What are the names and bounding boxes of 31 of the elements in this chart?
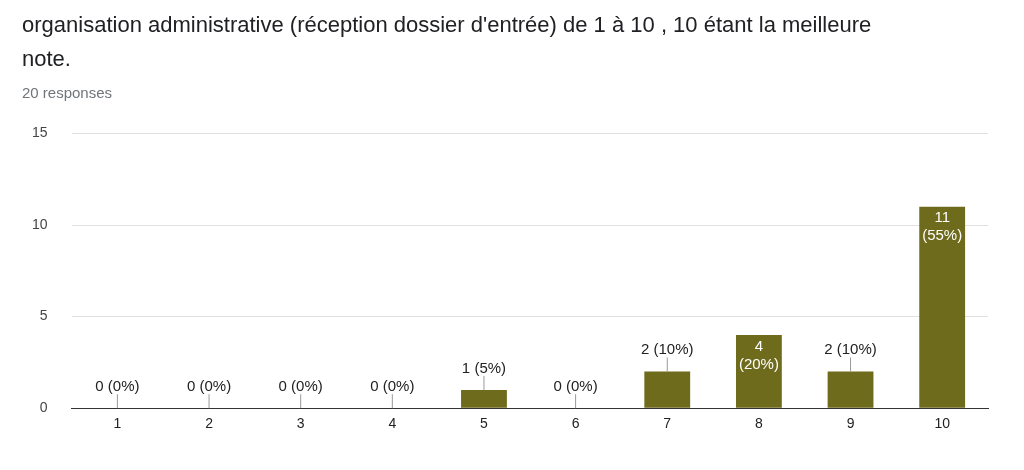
x-tick-label: 9 [846, 415, 855, 432]
data-label: 0 (0%) [95, 376, 140, 394]
bar [827, 371, 874, 408]
x-tick-label: 7 [663, 415, 672, 432]
data-label: 11 (55%) [922, 208, 963, 244]
x-tick-label: 4 [388, 415, 397, 432]
data-label: 0 (0%) [278, 376, 323, 394]
x-tick-label: 3 [296, 415, 305, 432]
y-tick-label: 5 [39, 307, 48, 324]
data-label: 1 (5%) [461, 358, 507, 376]
y-tick-label: 15 [31, 124, 48, 141]
data-label: 0 (0%) [553, 376, 598, 394]
bar [644, 371, 691, 408]
x-tick-label: 2 [205, 415, 214, 432]
chart-subtitle: 20 responses [22, 84, 114, 101]
y-tick-label: 10 [31, 215, 48, 232]
x-tick-label: 5 [480, 415, 489, 432]
data-label: 0 (0%) [186, 376, 232, 394]
data-label: 2 (10%) [640, 340, 694, 358]
bar [919, 206, 966, 408]
x-tick-label: 10 [934, 415, 951, 432]
x-tick-label: 1 [113, 415, 122, 432]
chart-title: organisation administrative (réception dossier d'entrée) de 1 à 10 , 10 étant la meilleure note. [22, 11, 873, 73]
data-label: 4 (20%) [738, 336, 779, 372]
y-tick-label: 0 [39, 399, 48, 416]
bar [461, 389, 507, 408]
bar [735, 334, 782, 408]
data-label: 2 (10%) [824, 340, 877, 358]
x-tick-label: 8 [754, 415, 763, 432]
data-label: 0 (0%) [370, 376, 415, 394]
x-tick-label: 6 [571, 415, 580, 432]
